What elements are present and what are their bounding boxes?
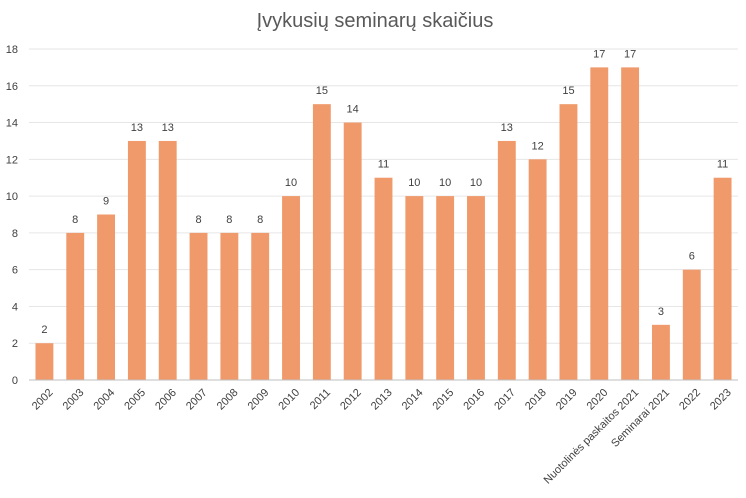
bar: [590, 67, 609, 380]
bar: [528, 159, 547, 380]
bar: [97, 214, 116, 380]
data-label: 8: [257, 214, 263, 226]
data-label: 15: [562, 85, 574, 97]
data-label: 8: [226, 214, 232, 226]
x-tick-label: 2004: [91, 387, 117, 413]
x-tick-label: 2010: [276, 387, 302, 413]
y-tick-label: 12: [6, 154, 18, 166]
bar: [66, 232, 85, 380]
data-label: 10: [439, 177, 451, 189]
data-label: 10: [285, 177, 297, 189]
data-label: 17: [624, 48, 636, 60]
bar: [251, 232, 270, 380]
data-label: 8: [72, 214, 78, 226]
bar: [621, 67, 640, 380]
bar: [189, 232, 208, 380]
x-tick-label: 2003: [61, 387, 87, 413]
data-label: 3: [658, 306, 664, 318]
data-label: 6: [689, 251, 695, 263]
x-tick-label: 2011: [308, 387, 333, 412]
x-tick-label: 2023: [708, 387, 734, 413]
bar: [312, 104, 331, 381]
x-tick-label: 2012: [338, 387, 364, 413]
x-tick-label: 2020: [585, 387, 611, 413]
bar: [436, 196, 455, 380]
data-label: 13: [131, 122, 143, 134]
data-label: 13: [501, 122, 513, 134]
x-tick-label: 2015: [431, 387, 457, 413]
data-label: 12: [532, 140, 544, 152]
bar: [651, 324, 670, 380]
x-tick-label: 2016: [461, 387, 487, 413]
data-label: 11: [717, 159, 728, 171]
bar: [713, 177, 732, 380]
x-axis-ticks: 2002 2003 2004 2005 2006 2007 2008 2009 2010 2011…: [30, 387, 734, 487]
data-label: 8: [195, 214, 201, 226]
y-tick-label: 2: [12, 338, 18, 350]
y-tick-label: 10: [6, 191, 18, 203]
x-tick-label: 2014: [400, 387, 426, 413]
data-label: 10: [470, 177, 482, 189]
y-axis-ticks: 0 2 4 6 8 10 12 14 16 18: [6, 44, 18, 387]
x-tick-label: 2008: [215, 387, 241, 413]
x-tick-label: 2017: [492, 387, 518, 413]
data-label: 17: [593, 48, 605, 60]
chart-title: Įvykusių seminarų skaičius: [257, 10, 494, 32]
bar: [374, 177, 393, 380]
data-label: 13: [162, 122, 174, 134]
bars: [35, 67, 732, 381]
bar: [682, 269, 701, 380]
x-tick-label: 2018: [523, 387, 549, 413]
y-tick-label: 14: [6, 118, 18, 130]
x-tick-label: 2013: [369, 387, 395, 413]
data-label: 10: [408, 177, 420, 189]
data-label: 9: [103, 196, 109, 208]
bar: [282, 196, 300, 380]
data-label: 2: [41, 324, 47, 336]
x-tick-label: 2005: [122, 387, 148, 413]
data-label: 11: [378, 159, 389, 171]
bar: [35, 343, 54, 380]
x-tick-label: 2002: [30, 387, 56, 413]
y-tick-label: 4: [12, 301, 18, 313]
data-labels: 2 8 9 13 13 8 8 8 10 15 14 11 10 10 10 13 12 15 17 17 3 6 11: [41, 48, 728, 336]
bar: [467, 196, 485, 380]
bar: [220, 232, 239, 380]
bar: [497, 140, 516, 380]
y-tick-label: 8: [12, 228, 18, 240]
y-tick-label: 6: [12, 265, 18, 277]
x-tick-label: 2009: [246, 387, 272, 413]
bar: [158, 140, 177, 380]
bar: [127, 140, 146, 380]
bar: [559, 104, 578, 381]
y-tick-label: 18: [6, 44, 18, 56]
x-tick-label: 2019: [554, 387, 580, 413]
x-tick-label: Seminarai 2021: [609, 387, 672, 450]
data-label: 14: [347, 104, 359, 116]
x-tick-label: 2006: [153, 387, 179, 413]
data-label: 15: [316, 85, 328, 97]
x-tick-label: 2007: [184, 387, 210, 413]
bar: [405, 196, 424, 380]
y-tick-label: 0: [12, 375, 18, 387]
bar: [343, 122, 362, 381]
x-tick-label: 2022: [677, 387, 703, 413]
y-tick-label: 16: [6, 81, 18, 93]
